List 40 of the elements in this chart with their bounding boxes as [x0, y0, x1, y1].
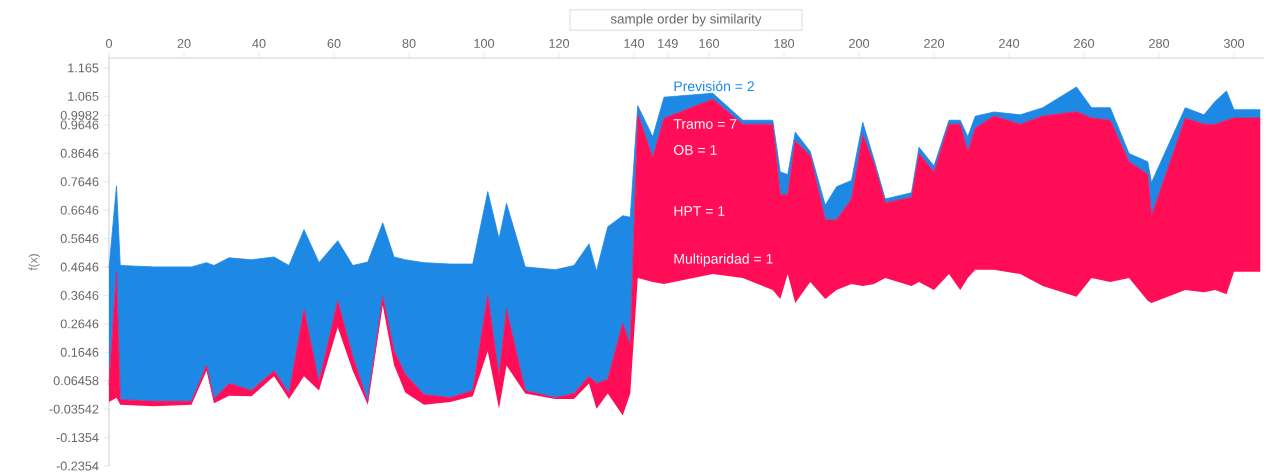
- x-tick-label: 240: [999, 38, 1020, 48]
- y-tick-label: 0.2646: [60, 319, 99, 329]
- y-tick-label: 0.6646: [60, 205, 99, 215]
- annotation: OB = 1: [674, 145, 717, 155]
- y-axis-title: f(x): [28, 254, 40, 271]
- x-tick-label: 280: [1149, 38, 1170, 48]
- y-tick-label: 0.8646: [60, 148, 99, 158]
- chart-subtitle: sample order by similarity: [610, 13, 762, 27]
- y-tick-label: 0.1646: [60, 347, 99, 357]
- x-tick-label: 200: [849, 38, 870, 48]
- annotation: Previsión = 2: [674, 80, 754, 92]
- y-tick-label: 0.7646: [60, 177, 99, 187]
- annotation: Multiparidad = 1: [674, 253, 773, 267]
- y-tick-label: 0.4646: [60, 262, 99, 272]
- x-tick-label: 300: [1223, 38, 1245, 48]
- x-tick-label: 260: [1074, 38, 1095, 48]
- x-tick-label: 40: [252, 38, 266, 48]
- x-tick-label: 80: [402, 38, 416, 48]
- x-tick-label: 100: [474, 38, 495, 48]
- x-tick-label: 180: [774, 38, 795, 48]
- y-tick-label: -0.1354: [56, 433, 99, 443]
- x-tick-label: 0: [105, 38, 113, 48]
- x-tick-label: 60: [327, 38, 341, 48]
- y-tick-label: 0.5646: [60, 234, 99, 244]
- y-tick-label: 1.165: [68, 63, 99, 73]
- x-tick-label: 160: [699, 38, 720, 48]
- annotation: Tramo = 7: [673, 119, 737, 129]
- annotation: HPT = 1: [674, 206, 725, 216]
- y-tick-label: 0.9646: [60, 120, 99, 130]
- y-tick-label: -0.03542: [49, 404, 99, 414]
- y-tick-label: -0.2354: [56, 461, 99, 471]
- x-tick-label: 140: [624, 38, 645, 48]
- x-tick-label: 120: [549, 38, 570, 48]
- y-tick-label: 1.065: [68, 91, 99, 101]
- y-tick-label: 0.9982: [60, 110, 99, 120]
- x-tick-label: 149: [658, 38, 678, 48]
- x-tick-label: 20: [177, 38, 191, 48]
- y-tick-label: 0.06458: [53, 376, 99, 386]
- x-tick-label: 220: [924, 38, 945, 48]
- y-tick-label: 0.3646: [60, 290, 99, 300]
